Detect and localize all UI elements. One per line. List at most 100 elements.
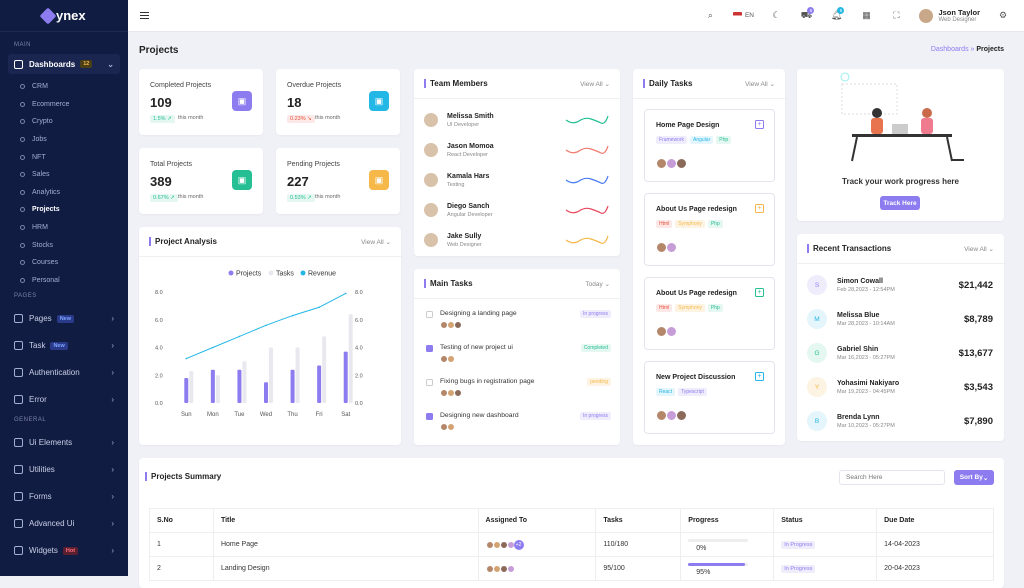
language-selector[interactable]: EN	[725, 0, 761, 32]
column-header[interactable]: Assigned To	[477, 508, 597, 533]
x-tick-label: Mon	[207, 412, 219, 418]
sidebar-item-error[interactable]: Error ›	[0, 386, 128, 413]
daily-task-card[interactable]: About Us Page redesign + Html Symphony Php	[644, 193, 775, 266]
team-member-row[interactable]: Melissa Smith UI Developer	[424, 105, 609, 135]
transaction-row[interactable]: G Gabriel Shin Mar 16,2023 - 05:27PM $13,67…	[807, 336, 993, 370]
tag: Php	[716, 136, 732, 144]
add-icon[interactable]: +	[755, 372, 764, 381]
view-all-button[interactable]: View All ⌄	[964, 245, 994, 253]
sidebar: ynex MAIN Dashboards 12 ⌄ CRM Ecommerce Cr…	[0, 0, 128, 576]
sort-by-button[interactable]: Sort By ⌄	[954, 470, 994, 485]
sidebar-subitem[interactable]: Sales	[20, 166, 128, 184]
transaction-row[interactable]: M Melissa Blue Mar 28,2023 - 10:14AM $8,789	[807, 302, 993, 336]
avatar	[454, 321, 462, 329]
sidebar-item-task[interactable]: Task New ›	[0, 332, 128, 359]
cell-due-date: 14-04-2023	[876, 532, 994, 557]
sidebar-subitem[interactable]: Analytics	[20, 184, 128, 202]
transaction-date: Feb 28,2023 - 12:54PM	[837, 286, 895, 293]
daily-task-title: Home Page Design	[656, 122, 720, 129]
transaction-row[interactable]: B Brenda Lynn Mar 10,2023 - 05:27PM $7,890	[807, 404, 993, 438]
revenue-point	[265, 324, 267, 327]
sidebar-item-forms[interactable]: Forms ›	[0, 483, 128, 510]
cart-icon[interactable]: ⛟ 5	[791, 0, 821, 32]
view-all-button[interactable]: View All ⌄	[745, 80, 775, 88]
cell-due-date: 20-04-2023	[876, 556, 994, 581]
search-icon[interactable]: ⌕	[707, 10, 713, 20]
sidebar-item-label: Advanced Ui	[29, 519, 75, 529]
y-tick-label-right: 2.0	[355, 373, 363, 379]
daily-task-card[interactable]: New Project Discussion + React Typescript	[644, 361, 775, 434]
team-member-row[interactable]: Diego Sanch Angular Developer	[424, 195, 609, 225]
sidebar-item-advanced-ui[interactable]: Advanced Ui ›	[0, 510, 128, 537]
chevron-right-icon: ›	[111, 438, 114, 448]
task-checkbox[interactable]	[426, 379, 433, 386]
fullscreen-icon[interactable]: ⛶	[893, 10, 900, 20]
sidebar-item-pages[interactable]: Pages New ›	[0, 305, 128, 332]
sidebar-subitem[interactable]: Projects	[20, 201, 128, 219]
task-checkbox[interactable]	[426, 311, 433, 318]
table-row[interactable]: 1 Home Page +2 110/180 0% In Progress 14-04-20…	[149, 532, 994, 557]
view-all-button[interactable]: View All ⌄	[580, 80, 610, 88]
sidebar-subitem[interactable]: Courses	[20, 254, 128, 272]
column-header[interactable]: Progress	[680, 508, 775, 533]
stat-icon: ▣	[369, 170, 389, 190]
sidebar-subitem[interactable]: NFT	[20, 148, 128, 166]
daily-task-title: New Project Discussion	[656, 374, 736, 381]
column-header[interactable]: Tasks	[595, 508, 682, 533]
add-icon[interactable]: +	[755, 288, 764, 297]
apps-grid-icon[interactable]: ▦	[862, 10, 871, 20]
team-member-row[interactable]: Jake Sully Web Designer	[424, 225, 609, 255]
transaction-row[interactable]: S Simon Cowall Feb 28,2023 - 12:54PM $21,44…	[807, 268, 993, 302]
breadcrumb-link[interactable]: Dashboards	[930, 46, 969, 53]
add-icon[interactable]: +	[755, 120, 764, 129]
team-member-row[interactable]: Jason Momoa React Developer	[424, 135, 609, 165]
sidebar-subitem[interactable]: Crypto	[20, 113, 128, 131]
notification-icon[interactable]: 🔔︎ 5	[821, 0, 851, 32]
progress-text: 0%	[696, 544, 707, 552]
sidebar-item-dashboards[interactable]: Dashboards 12 ⌄	[8, 54, 120, 74]
table-row[interactable]: 2 Landing Design 95/100 95% In Progress 20-04…	[149, 556, 994, 581]
sidebar-subitem[interactable]: Personal	[20, 272, 128, 290]
today-filter-dropdown[interactable]: Today ⌄	[585, 280, 610, 288]
work-illustration	[840, 72, 964, 162]
column-header[interactable]: Title	[212, 508, 479, 533]
brand-logo[interactable]: ynex	[0, 0, 128, 32]
transaction-name: Brenda Lynn	[837, 413, 880, 421]
transaction-row[interactable]: Y Yohasimi Nakiyaro Mar 19,2023 - 04:45PM $…	[807, 370, 993, 404]
track-here-button[interactable]: Track Here	[880, 196, 920, 210]
dark-mode-icon[interactable]: ☾	[772, 10, 781, 20]
assignee-avatars	[440, 423, 455, 431]
add-icon[interactable]: +	[755, 204, 764, 213]
sidebar-subitem[interactable]: HRM	[20, 219, 128, 237]
search-input[interactable]	[839, 470, 945, 485]
settings-gear-icon[interactable]: ⚙	[998, 10, 1008, 20]
column-header[interactable]: Status	[773, 508, 878, 533]
daily-task-card[interactable]: Home Page Design + Framework Angular Php	[644, 109, 775, 182]
team-member-row[interactable]: Kamala Hars Testing	[424, 165, 609, 195]
sidebar-subitem[interactable]: Ecommerce	[20, 96, 128, 114]
page-title: Projects	[139, 45, 179, 56]
menu-toggle-icon[interactable]	[140, 10, 149, 22]
sidebar-subitem[interactable]: Jobs	[20, 131, 128, 149]
cell-sno: 1	[149, 532, 214, 557]
task-checkbox[interactable]	[426, 413, 433, 420]
cell-assigned	[477, 556, 597, 581]
daily-task-card[interactable]: About Us Page redesign + Html Symphony Php	[644, 277, 775, 350]
sidebar-item-widgets[interactable]: Widgets Hot ›	[0, 537, 128, 564]
sidebar-item-authentication[interactable]: Authentication ›	[0, 359, 128, 386]
menu-icon	[14, 395, 23, 405]
sidebar-item-ui-elements[interactable]: Ui Elements ›	[0, 429, 128, 456]
sidebar-item-utilities[interactable]: Utilities ›	[0, 456, 128, 483]
sidebar-item-label: Task	[29, 341, 46, 351]
column-header[interactable]: S.No	[149, 508, 214, 533]
user-profile[interactable]: Json Taylor Web Designer	[911, 8, 988, 23]
tag-list: Html Symphony Php	[656, 304, 723, 312]
task-checkbox[interactable]	[426, 345, 433, 352]
tag-list: Html Symphony Php	[656, 220, 723, 228]
column-header[interactable]: Due Date	[876, 508, 994, 533]
sidebar-subitem[interactable]: CRM	[20, 78, 128, 96]
avatar	[424, 173, 438, 187]
view-all-button[interactable]: View All ⌄	[361, 238, 391, 246]
sidebar-subitem[interactable]: Stocks	[20, 236, 128, 254]
transaction-name: Gabriel Shin	[837, 345, 879, 353]
